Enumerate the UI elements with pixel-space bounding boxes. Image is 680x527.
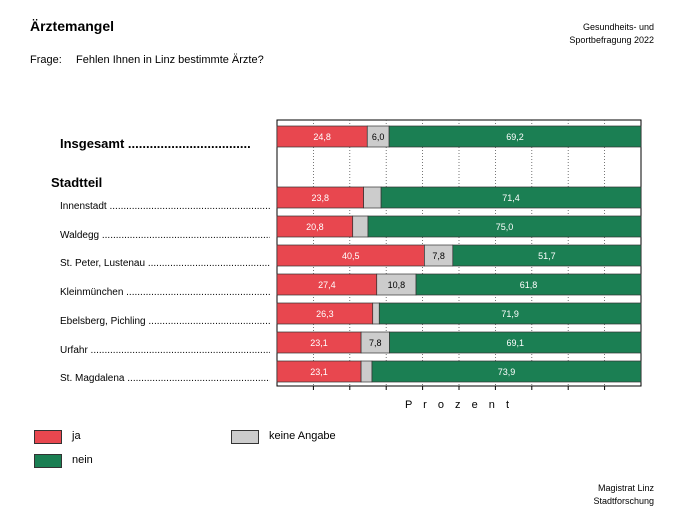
bar-keine-angabe-1: [363, 186, 382, 209]
row-label-6: Urfahr .................................…: [60, 345, 270, 356]
data-label-nein-1: 71,4: [502, 193, 520, 203]
bar-nein-0: [388, 125, 642, 148]
section-label-stadtteil: Stadtteil: [51, 175, 103, 190]
survey-source: Gesundheits- und Sportbefragung 2022: [569, 21, 654, 47]
bar-nein-2: [367, 215, 642, 238]
bar-nein-1: [380, 186, 642, 209]
legend-item-keine-angabe: keine Angabe: [231, 430, 431, 446]
data-label-ja-0: 24,8: [313, 132, 331, 142]
bar-keine-angabe-2: [352, 215, 369, 238]
data-label-nein-5: 71,9: [501, 309, 519, 319]
data-label-keine-angabe-4: 10,8: [388, 280, 406, 290]
data-label-nein-7: 73,9: [498, 367, 516, 377]
data-label-keine-angabe-3: 7,8: [432, 251, 445, 261]
legend-label-keine-angabe: keine Angabe: [269, 430, 336, 442]
bar-nein-5: [378, 302, 642, 325]
bar-keine-angabe-5: [372, 302, 380, 325]
bar-nein-6: [389, 331, 642, 354]
row-label-7: St. Magdalena ..........................…: [60, 373, 270, 384]
publisher-line2: Stadtforschung: [593, 496, 654, 506]
data-label-keine-angabe-6: 7,8: [369, 338, 382, 348]
data-label-ja-4: 27,4: [318, 280, 336, 290]
legend-label-ja: ja: [72, 430, 81, 442]
data-label-ja-2: 20,8: [306, 222, 324, 232]
data-label-ja-6: 23,1: [310, 338, 328, 348]
data-label-nein-3: 51,7: [538, 251, 556, 261]
legend-swatch-ja: [34, 430, 62, 444]
survey-source-line2: Sportbefragung 2022: [569, 35, 654, 45]
legend-swatch-nein: [34, 454, 62, 468]
data-label-ja-7: 23,1: [310, 367, 328, 377]
publisher-line1: Magistrat Linz: [597, 483, 654, 493]
data-label-nein-2: 75,0: [496, 222, 514, 232]
publisher: Magistrat Linz Stadtforschung: [593, 482, 654, 508]
bar-nein-4: [415, 273, 642, 296]
data-label-nein-0: 69,2: [506, 132, 524, 142]
legend-swatch-keine-angabe: [231, 430, 259, 444]
legend-label-nein: nein: [72, 454, 93, 466]
row-label-4: Kleinmünchen ...........................…: [60, 287, 270, 298]
row-label-1: Innenstadt .............................…: [60, 201, 270, 212]
data-label-nein-6: 69,1: [506, 338, 524, 348]
survey-source-line1: Gesundheits- und: [582, 22, 654, 32]
legend-item-nein: nein: [34, 454, 184, 470]
data-label-keine-angabe-0: 6,0: [372, 132, 385, 142]
row-label-total: Insgesamt ..............................…: [60, 136, 251, 151]
x-axis-label: P r o z e n t: [404, 399, 514, 411]
bar-keine-angabe-7: [360, 360, 373, 383]
chart-title: Ärztemangel: [30, 18, 115, 34]
data-label-ja-5: 26,3: [316, 309, 334, 319]
data-label-ja-1: 23,8: [312, 193, 330, 203]
legend-item-ja: ja: [34, 430, 184, 446]
question-text: Fehlen Ihnen in Linz bestimmte Ärzte?: [76, 54, 264, 66]
question: Frage: Fehlen Ihnen in Linz bestimmte Ärz…: [30, 54, 264, 66]
row-label-5: Ebelsberg, Pichling ....................…: [60, 316, 270, 327]
bar-nein-7: [371, 360, 642, 383]
data-label-nein-4: 61,8: [520, 280, 538, 290]
data-label-ja-3: 40,5: [342, 251, 360, 261]
row-label-3: St. Peter, Lustenau ....................…: [60, 258, 270, 269]
question-label: Frage:: [30, 54, 62, 66]
row-label-2: Waldegg ................................…: [60, 230, 270, 241]
bar-nein-3: [452, 244, 642, 267]
